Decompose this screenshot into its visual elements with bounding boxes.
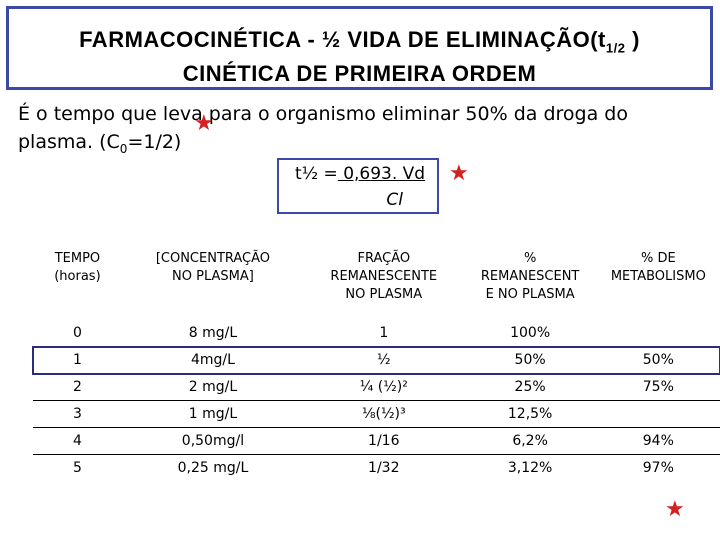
table-cell: 12,5% xyxy=(463,400,597,428)
column-header: TEMPO (horas) xyxy=(33,246,122,320)
star-icon: ★ xyxy=(449,161,469,186)
table-cell xyxy=(596,400,720,428)
definition-body: É o tempo que leva para o organismo elim… xyxy=(18,103,628,153)
table-cell: 5 xyxy=(33,454,122,481)
column-header-line: % xyxy=(523,251,537,266)
table-cell: 1 xyxy=(379,325,389,341)
table-cell: ½ xyxy=(304,346,464,374)
column-header: [CONCENTRAÇÃO NO PLASMA] xyxy=(122,246,304,320)
table-cell: 100% xyxy=(510,325,551,341)
table-cell: 6,2% xyxy=(463,427,597,455)
table-row: 1 4mg/L ½ 50% 50% xyxy=(32,345,720,375)
table-cell: 25% xyxy=(463,373,597,401)
star-icon: ★ xyxy=(665,497,685,522)
table-cell xyxy=(597,320,720,347)
elimination-table: TEMPO (horas) [CONCENTRAÇÃO NO PLASMA] FRAÇÃ… xyxy=(32,246,720,481)
definition-subscript: 0 xyxy=(119,141,128,156)
table-cell: 3,12% xyxy=(463,454,597,481)
formula-denominator: Cl xyxy=(386,190,403,210)
column-header: % DE METABOLISMO xyxy=(597,246,720,320)
table-cell: 4 xyxy=(33,427,122,455)
table-cell: 0,50mg/l xyxy=(121,427,304,455)
formula-top: t½ = 0,693. Vd xyxy=(295,164,425,184)
definition-suffix: =1/2) xyxy=(127,131,182,153)
table-cell: 0 xyxy=(72,325,82,341)
table-cell: 2 xyxy=(33,373,122,401)
definition-text: É o tempo que leva para o organismo elim… xyxy=(18,100,708,163)
column-header-line: % DE xyxy=(640,251,676,266)
column-header-line: REMANESCENT xyxy=(480,269,580,284)
column-header-line: REMANESCENTE xyxy=(330,269,438,284)
column-header-line: METABOLISMO xyxy=(610,269,706,284)
table-cell: 4mg/L xyxy=(121,346,304,374)
table-header-row: TEMPO (horas) [CONCENTRAÇÃO NO PLASMA] FRAÇÃ… xyxy=(33,246,720,320)
title-line-1-suffix: ) xyxy=(625,27,640,52)
table-cell: 0,25 mg/L xyxy=(121,454,304,481)
title-line-1: FARMACOCINÉTICA - ½ VIDA DE ELIMINAÇÃO(t… xyxy=(9,27,710,55)
table-cell: 1/32 xyxy=(304,454,464,481)
column-header: % REMANESCENT E NO PLASMA xyxy=(464,246,597,320)
table-cell: 50% xyxy=(596,346,720,374)
table-row: 5 0,25 mg/L 1/32 3,12% 97% xyxy=(33,454,720,481)
table-cell: 50% xyxy=(463,346,597,374)
table-cell: ¼ (½)² xyxy=(304,373,464,401)
formula-lhs: t½ = xyxy=(295,164,338,184)
title-subscript: 1/2 xyxy=(605,40,626,56)
column-header-line: FRAÇÃO xyxy=(357,251,411,266)
table-cell: 1/16 xyxy=(304,427,464,455)
column-header-line: (horas) xyxy=(54,269,101,284)
column-header-line: NO PLASMA xyxy=(345,287,423,302)
star-icon: ★ xyxy=(194,111,214,136)
title-box: FARMACOCINÉTICA - ½ VIDA DE ELIMINAÇÃO(t… xyxy=(6,6,713,90)
formula-numerator: 0,693. Vd xyxy=(337,164,426,184)
half-life-formula: t½ = 0,693. Vd Cl xyxy=(277,158,439,214)
table-row: 4 0,50mg/l 1/16 6,2% 94% xyxy=(33,427,720,455)
table-cell: 75% xyxy=(596,373,720,401)
table-cell: 2 mg/L xyxy=(121,373,304,401)
column-header: FRAÇÃO REMANESCENTE NO PLASMA xyxy=(304,246,464,320)
table-row: 0 8 mg/L 1 100% xyxy=(33,320,720,347)
column-header-line: E NO PLASMA xyxy=(485,287,575,302)
table-cell: 94% xyxy=(596,427,720,455)
column-header-line: [CONCENTRAÇÃO xyxy=(155,251,271,266)
title-line-2: CINÉTICA DE PRIMEIRA ORDEM xyxy=(182,61,537,86)
table-cell: 1 mg/L xyxy=(121,400,304,428)
table-cell: 8 mg/L xyxy=(188,325,238,341)
table-cell: 3 xyxy=(33,400,122,428)
table-cell: 97% xyxy=(596,454,720,481)
table-cell: 1 xyxy=(33,346,122,374)
table-cell: ⅛(½)³ xyxy=(304,400,464,428)
column-header-line: TEMPO xyxy=(54,251,101,266)
column-header-line: NO PLASMA] xyxy=(172,269,254,284)
title-line-1-text: FARMACOCINÉTICA - ½ VIDA DE ELIMINAÇÃO(t xyxy=(79,27,606,52)
